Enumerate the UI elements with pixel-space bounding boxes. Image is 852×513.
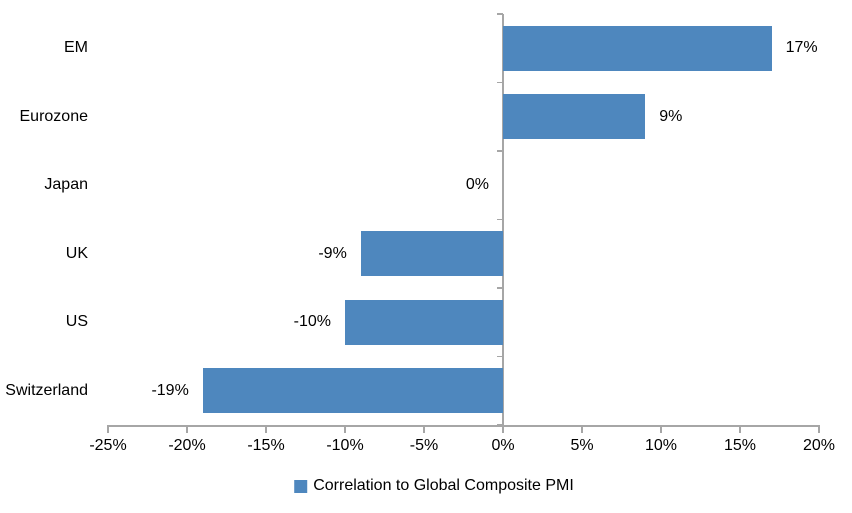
x-tick [344,425,346,433]
x-tick [818,425,820,433]
x-tick [186,425,188,433]
category-label: EM [64,39,88,57]
bar [503,25,772,71]
legend: Correlation to Global Composite PMI [294,477,574,495]
x-tick-label: -20% [168,437,206,454]
x-tick [265,425,267,433]
x-tick [660,425,662,433]
value-label: 17% [785,39,818,57]
y-axis [502,14,504,425]
x-tick [739,425,741,433]
value-label: 0% [465,176,489,194]
value-label: -19% [151,381,189,399]
y-tick [497,218,503,221]
x-axis [108,425,819,427]
bar [345,299,503,345]
x-tick-label: 0% [491,437,515,454]
y-tick [497,81,503,84]
x-tick [581,425,583,433]
y-tick [497,287,503,289]
x-tick-label: -15% [247,437,285,454]
x-tick-label: 15% [723,437,757,454]
y-tick [497,150,503,152]
bar [202,368,503,414]
category-label: UK [65,244,88,262]
y-tick [497,424,503,426]
legend-label: Correlation to Global Composite PMI [313,477,574,494]
category-label: Switzerland [5,381,88,399]
x-tick [107,425,109,433]
x-tick [502,425,504,433]
category-label: Japan [44,176,88,194]
x-tick-label: -10% [326,437,364,454]
y-tick [497,355,503,358]
category-label: US [65,313,88,331]
value-label: -10% [293,313,331,331]
x-tick-label: -5% [409,437,439,454]
y-tick [497,13,503,15]
x-tick [423,425,425,433]
legend-swatch-icon [294,479,308,493]
x-tick-label: 10% [644,437,678,454]
x-tick-label: 20% [802,437,836,454]
bar [503,94,646,140]
value-label: -9% [318,244,347,262]
category-label: Eurozone [19,107,89,125]
bar [360,231,503,277]
x-tick-label: -25% [89,437,127,454]
x-tick-label: 5% [570,437,594,454]
value-label: 9% [659,107,683,125]
